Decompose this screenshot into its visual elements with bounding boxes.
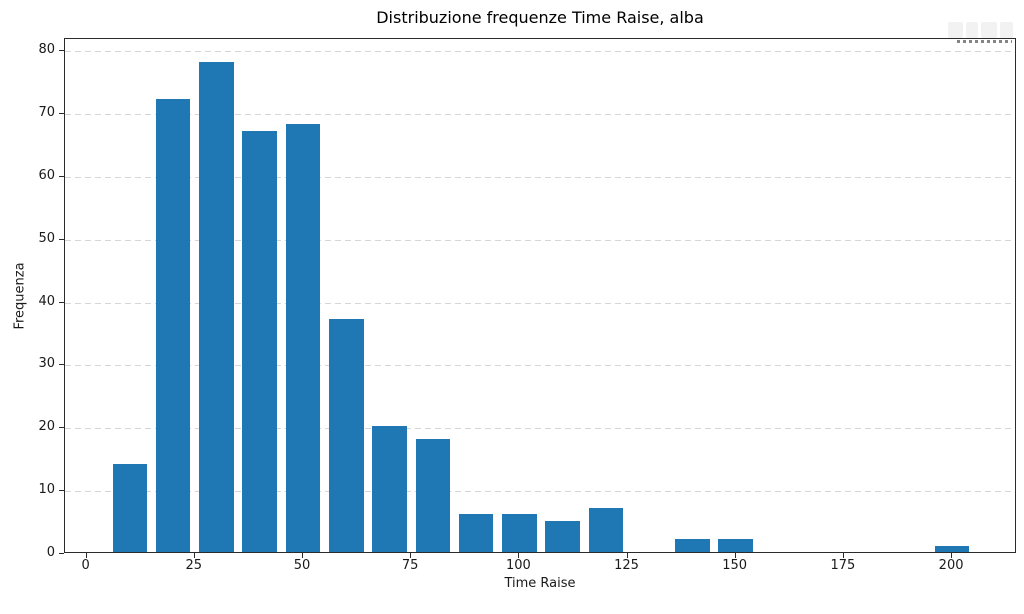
x-tick-mark — [302, 553, 303, 558]
x-tick-label: 50 — [293, 558, 311, 573]
x-tick-label: 200 — [938, 558, 964, 573]
x-tick-mark — [842, 553, 844, 558]
y-tick-mark — [59, 49, 64, 51]
x-tick-mark — [951, 553, 953, 558]
x-tick-label: 150 — [722, 558, 748, 573]
x-tick-mark — [410, 553, 412, 558]
histogram-bar — [155, 99, 191, 552]
y-tick-label: 30 — [38, 356, 55, 372]
gridline-y-80 — [65, 50, 1015, 52]
y-tick-mark — [59, 238, 64, 240]
y-tick-mark — [59, 112, 64, 114]
x-axis-label: Time Raise — [504, 576, 576, 591]
histogram-bar — [458, 514, 494, 552]
x-tick-label: 0 — [81, 558, 90, 573]
histogram-bar — [588, 508, 624, 552]
watermark-glyph — [981, 22, 997, 38]
y-tick-label: 80 — [38, 41, 55, 57]
x-tick-label: 125 — [614, 558, 639, 573]
watermark-glyph — [948, 22, 963, 38]
histogram-bar — [329, 319, 364, 552]
gridline-y-20 — [65, 428, 1015, 430]
gridline-y-70 — [65, 113, 1015, 115]
y-tick-mark — [59, 175, 64, 177]
y-tick-mark — [59, 490, 64, 492]
gridline-y-50 — [65, 239, 1015, 241]
y-tick-label: 0 — [46, 545, 55, 560]
watermark-microtext — [957, 40, 1012, 43]
x-tick-mark — [626, 553, 628, 558]
y-tick-mark — [59, 301, 64, 303]
y-tick-mark — [59, 364, 64, 366]
histogram-bar — [199, 61, 234, 552]
x-tick-mark — [734, 553, 736, 558]
watermark-glyph — [966, 22, 978, 38]
histogram-bar — [502, 514, 537, 552]
x-tick-mark — [193, 553, 195, 558]
gridline-y-60 — [65, 176, 1015, 178]
y-tick-mark — [59, 427, 64, 429]
y-tick-label: 20 — [38, 419, 55, 435]
histogram-bar — [372, 426, 407, 552]
histogram-bar — [285, 124, 321, 552]
watermark-glyph — [1000, 22, 1013, 38]
gridline-y-40 — [65, 302, 1015, 304]
gridline-y-10 — [65, 491, 1015, 493]
histogram-bar — [675, 539, 710, 552]
histogram-bar — [718, 539, 753, 552]
y-tick-label: 10 — [38, 482, 55, 498]
y-tick-label: 40 — [38, 293, 55, 309]
histogram-bar — [415, 438, 451, 552]
x-tick-mark — [518, 553, 520, 558]
y-tick-label: 60 — [38, 167, 55, 183]
histogram-bar — [242, 130, 277, 552]
plot-area — [64, 38, 1016, 553]
x-tick-mark — [85, 553, 87, 558]
x-tick-label: 25 — [185, 558, 203, 573]
gridline-y-30 — [65, 365, 1015, 367]
y-tick-label: 50 — [38, 230, 55, 246]
y-tick-label: 70 — [38, 104, 55, 120]
chart-title: Distribuzione frequenze Time Raise, alba — [376, 8, 704, 27]
y-tick-mark — [59, 553, 64, 554]
histogram-bar — [934, 545, 970, 552]
watermark — [948, 22, 1016, 48]
x-tick-label: 100 — [505, 558, 531, 573]
x-tick-label: 75 — [401, 558, 419, 573]
histogram-bar — [112, 464, 148, 552]
x-tick-label: 175 — [830, 558, 856, 573]
watermark-glyph-blocks — [948, 22, 1016, 38]
histogram-bar — [545, 520, 580, 552]
